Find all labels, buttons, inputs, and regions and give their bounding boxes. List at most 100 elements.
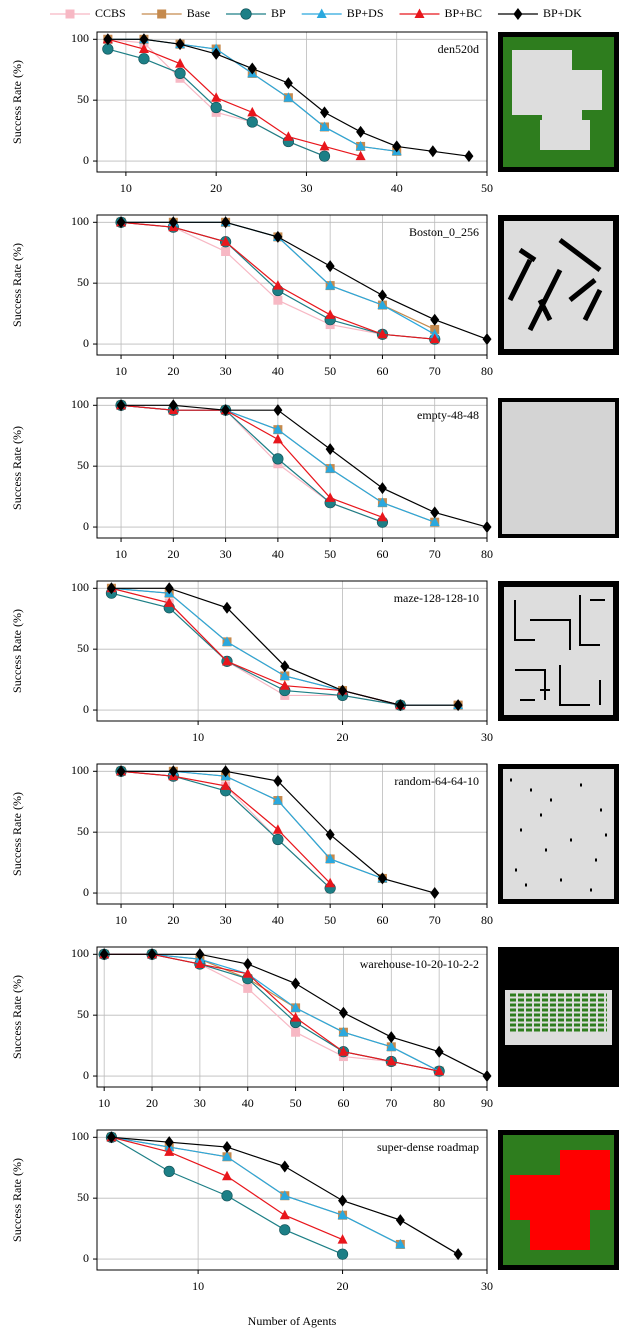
data-point xyxy=(221,247,230,256)
x-tick-label: 60 xyxy=(337,1096,349,1110)
y-tick-label: 100 xyxy=(71,31,89,45)
x-tick-label: 10 xyxy=(98,1096,110,1110)
panel-title: warehouse-10-20-10-2-2 xyxy=(360,957,479,971)
x-tick-label: 60 xyxy=(376,913,388,927)
panel: 0501001020304050607080Success Rate (%)Bo… xyxy=(10,214,493,378)
x-tick-label: 30 xyxy=(194,1096,206,1110)
x-tick-label: 30 xyxy=(220,364,232,378)
map-den520d xyxy=(498,32,619,172)
panel-title: empty-48-48 xyxy=(417,408,479,422)
y-tick-label: 100 xyxy=(71,397,89,411)
x-tick-label: 20 xyxy=(210,181,222,195)
x-axis-label: Number of Agents xyxy=(248,1314,337,1328)
legend-label: BP+DK xyxy=(543,6,582,20)
x-tick-label: 40 xyxy=(391,181,403,195)
y-tick-label: 0 xyxy=(83,153,89,167)
x-tick-label: 60 xyxy=(376,547,388,561)
x-tick-label: 10 xyxy=(115,913,127,927)
x-tick-label: 70 xyxy=(429,364,441,378)
y-axis-label: Success Rate (%) xyxy=(10,60,24,144)
data-point xyxy=(103,44,114,55)
y-tick-label: 0 xyxy=(83,1251,89,1265)
data-point xyxy=(247,117,258,128)
x-tick-label: 50 xyxy=(290,1096,302,1110)
y-axis-label: Success Rate (%) xyxy=(10,1158,24,1242)
y-tick-label: 100 xyxy=(71,946,89,960)
chart: CCBSBaseBPBP+DSBP+BCBP+DK 05010010203040… xyxy=(0,0,626,1329)
y-tick-label: 50 xyxy=(77,824,89,838)
x-tick-label: 30 xyxy=(220,913,232,927)
panel: 0 50 100 10 20 30 40 50 60 70 80 90 Success Rate (%)… xyxy=(10,946,493,1110)
y-tick-label: 0 xyxy=(83,1068,89,1082)
legend-marker xyxy=(157,10,166,19)
x-tick-label: 20 xyxy=(337,730,349,744)
y-tick-label: 0 xyxy=(83,519,89,533)
y-tick-label: 100 xyxy=(71,763,89,777)
maps xyxy=(498,32,619,1270)
legend-label: CCBS xyxy=(95,6,126,20)
x-tick-label: 70 xyxy=(429,547,441,561)
y-axis-label: Success Rate (%) xyxy=(10,975,24,1059)
x-tick-label: 80 xyxy=(433,1096,445,1110)
x-tick-label: 30 xyxy=(481,1279,493,1293)
y-axis-label: Success Rate (%) xyxy=(10,609,24,693)
x-tick-label: 80 xyxy=(481,547,493,561)
x-tick-label: 40 xyxy=(272,547,284,561)
x-tick-label: 10 xyxy=(115,547,127,561)
x-tick-label: 90 xyxy=(481,1096,493,1110)
data-point xyxy=(139,53,150,64)
map-random xyxy=(498,764,619,904)
map-maze xyxy=(498,581,619,721)
x-tick-label: 60 xyxy=(376,364,388,378)
y-tick-label: 50 xyxy=(77,1007,89,1021)
legend-marker xyxy=(241,9,252,20)
data-point xyxy=(337,1249,348,1260)
data-point xyxy=(273,296,282,305)
data-point xyxy=(273,454,284,465)
y-tick-label: 50 xyxy=(77,92,89,106)
y-tick-label: 100 xyxy=(71,214,89,228)
y-tick-label: 0 xyxy=(83,885,89,899)
x-tick-label: 70 xyxy=(385,1096,397,1110)
panel-title: den520d xyxy=(438,42,479,56)
x-tick-label: 20 xyxy=(167,364,179,378)
panel-title: Boston_0_256 xyxy=(409,225,479,239)
panel-title: maze-128-128-10 xyxy=(394,591,479,605)
map-empty xyxy=(498,398,619,538)
x-tick-label: 50 xyxy=(324,547,336,561)
x-tick-label: 20 xyxy=(167,547,179,561)
y-tick-label: 50 xyxy=(77,1190,89,1204)
x-tick-label: 50 xyxy=(324,913,336,927)
x-tick-label: 40 xyxy=(242,1096,254,1110)
legend-label: Base xyxy=(187,6,210,20)
x-tick-label: 30 xyxy=(481,730,493,744)
data-point xyxy=(222,1190,233,1201)
map-warehouse xyxy=(498,947,619,1087)
panel-title: super-dense roadmap xyxy=(377,1140,479,1154)
y-tick-label: 50 xyxy=(77,641,89,655)
legend-label: BP+DS xyxy=(347,6,384,20)
x-tick-label: 20 xyxy=(146,1096,158,1110)
data-point xyxy=(211,102,222,113)
y-tick-label: 50 xyxy=(77,275,89,289)
y-tick-label: 100 xyxy=(71,1129,89,1143)
data-point xyxy=(164,1166,175,1177)
x-tick-label: 80 xyxy=(481,913,493,927)
data-point xyxy=(175,68,186,79)
y-tick-label: 100 xyxy=(71,580,89,594)
y-tick-label: 50 xyxy=(77,458,89,472)
y-tick-label: 0 xyxy=(83,702,89,716)
y-axis-label: Success Rate (%) xyxy=(10,243,24,327)
x-tick-label: 20 xyxy=(167,913,179,927)
x-tick-label: 50 xyxy=(324,364,336,378)
x-tick-label: 20 xyxy=(337,1279,349,1293)
panel: 0501001020304050607080Success Rate (%)em… xyxy=(10,397,493,561)
panel: 0501001020304050607080Success Rate (%)ra… xyxy=(10,763,493,927)
x-tick-label: 40 xyxy=(272,364,284,378)
legend-marker xyxy=(513,8,522,20)
data-point xyxy=(319,151,330,162)
data-point xyxy=(291,1028,300,1037)
data-point xyxy=(279,1225,290,1236)
